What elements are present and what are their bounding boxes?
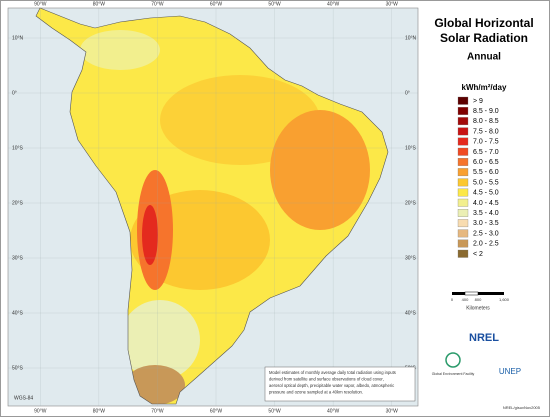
legend-unit: kWh/m²/day [462,83,507,92]
lat-label: 10°N [405,35,417,41]
title-line: Solar Radiation [440,31,528,45]
logo-gef-icon [445,352,461,368]
note-line: pressure and ozone sampled at a 40km res… [269,390,363,395]
lat-label: 20°S [12,200,24,206]
note: Model estimates of monthly average daily… [269,370,396,395]
note-line: aerosol optical depth, precipitable wate… [269,383,394,388]
legend-swatch [457,127,469,136]
legend-label: 3.0 - 3.5 [473,220,499,227]
legend-label: 8.0 - 8.5 [473,118,499,125]
lat-label: 50°S [12,365,24,371]
scale-tick: 400 [462,297,469,302]
legend-swatch [457,168,469,177]
subtitle: Annual [467,52,501,63]
lon-label: 60°W [210,408,223,414]
title-line: Global Horizontal [434,16,533,30]
lat-label: 0° [405,90,410,96]
lat-label: 30°S [12,255,24,261]
lon-label: 40°W [327,1,340,7]
legend-label: 2.5 - 3.0 [473,230,499,237]
scale-tick: 800 [475,297,482,302]
legend-swatch [457,117,469,126]
lat-label: 20°S [405,200,417,206]
lon-label: 40°W [327,408,340,414]
lon-label: 50°W [268,408,281,414]
legend-label: 6.5 - 7.0 [473,149,499,156]
scale-tick: 1,600 [499,297,510,302]
legend: > 9 8.5 - 9.0 8.0 - 8.5 7.5 - 8.0 7.0 - 7.5 6… [457,96,499,258]
radiation-surface [36,8,388,404]
lon-label: 30°W [386,408,399,414]
lat-label: 10°N [12,35,24,41]
datum: WGS-84 [14,395,33,401]
scale-unit: Kilometers [466,305,490,311]
legend-swatch [457,219,469,228]
lon-label: 30°W [386,1,399,7]
legend-label: 7.0 - 7.5 [473,139,499,146]
legend-label: 5.5 - 6.0 [473,169,499,176]
logo-unep: UNEP [499,367,521,376]
legend-label: 4.0 - 4.5 [473,200,499,207]
lat-label: 40°S [405,310,417,316]
legend-swatch [457,96,469,105]
legend-swatch [457,239,469,248]
legend-swatch [457,107,469,115]
lat-label: 10°S [12,145,24,151]
lon-label: 70°W [151,1,164,7]
scale-tick: 0 [451,297,454,302]
lon-label: 50°W [268,1,281,7]
lat-label: 40°S [12,310,24,316]
legend-label: < 2 [473,251,483,258]
legend-label: 6.0 - 6.5 [473,159,499,166]
lat-label: 10°S [405,145,417,151]
scale-bar [464,291,479,296]
legend-label: 3.5 - 4.0 [473,210,499,217]
lon-label: 60°W [210,1,223,7]
legend-swatch [457,209,469,217]
legend-swatch [457,178,469,187]
lon-label: 90°W [34,1,47,7]
lat-label: 30°S [405,255,417,261]
legend-label: > 9 [473,98,483,105]
lat-label: 0° [12,90,17,96]
note-box [264,366,416,402]
graticule: 90°W 90°W 80°W 80°W 70°W 70°W 60°W 60°W 50°W 50°W… [8,1,418,414]
legend-swatch [457,147,469,156]
credit: NREL/gisuvNov2005 [503,405,541,410]
scale: 0 400 800 1,600 [451,297,510,302]
lon-label: 80°W [93,1,106,7]
lon-label: 90°W [34,408,47,414]
note-line: Model estimates of monthly average daily… [269,370,396,375]
legend-swatch [457,158,469,166]
legend-swatch [457,249,469,258]
coastline [35,7,389,405]
legend-swatch [457,198,469,207]
legend-label: 5.0 - 5.5 [473,179,499,186]
logo-gef: Global Environment Facility [432,372,475,376]
legend-swatch [457,137,469,146]
logo-nrel: NREL [469,332,499,344]
lon-label: 80°W [93,408,106,414]
note-line: derived from satellite and surface obser… [269,377,384,382]
legend-label: 7.5 - 8.0 [473,128,499,135]
legend-label: 4.5 - 5.0 [473,190,499,197]
lon-label: 70°W [151,408,164,414]
legend-label: 8.5 - 9.0 [473,108,499,115]
legend-swatch [457,229,469,238]
legend-swatch [457,188,469,197]
legend-label: 2.0 - 2.5 [473,241,499,248]
